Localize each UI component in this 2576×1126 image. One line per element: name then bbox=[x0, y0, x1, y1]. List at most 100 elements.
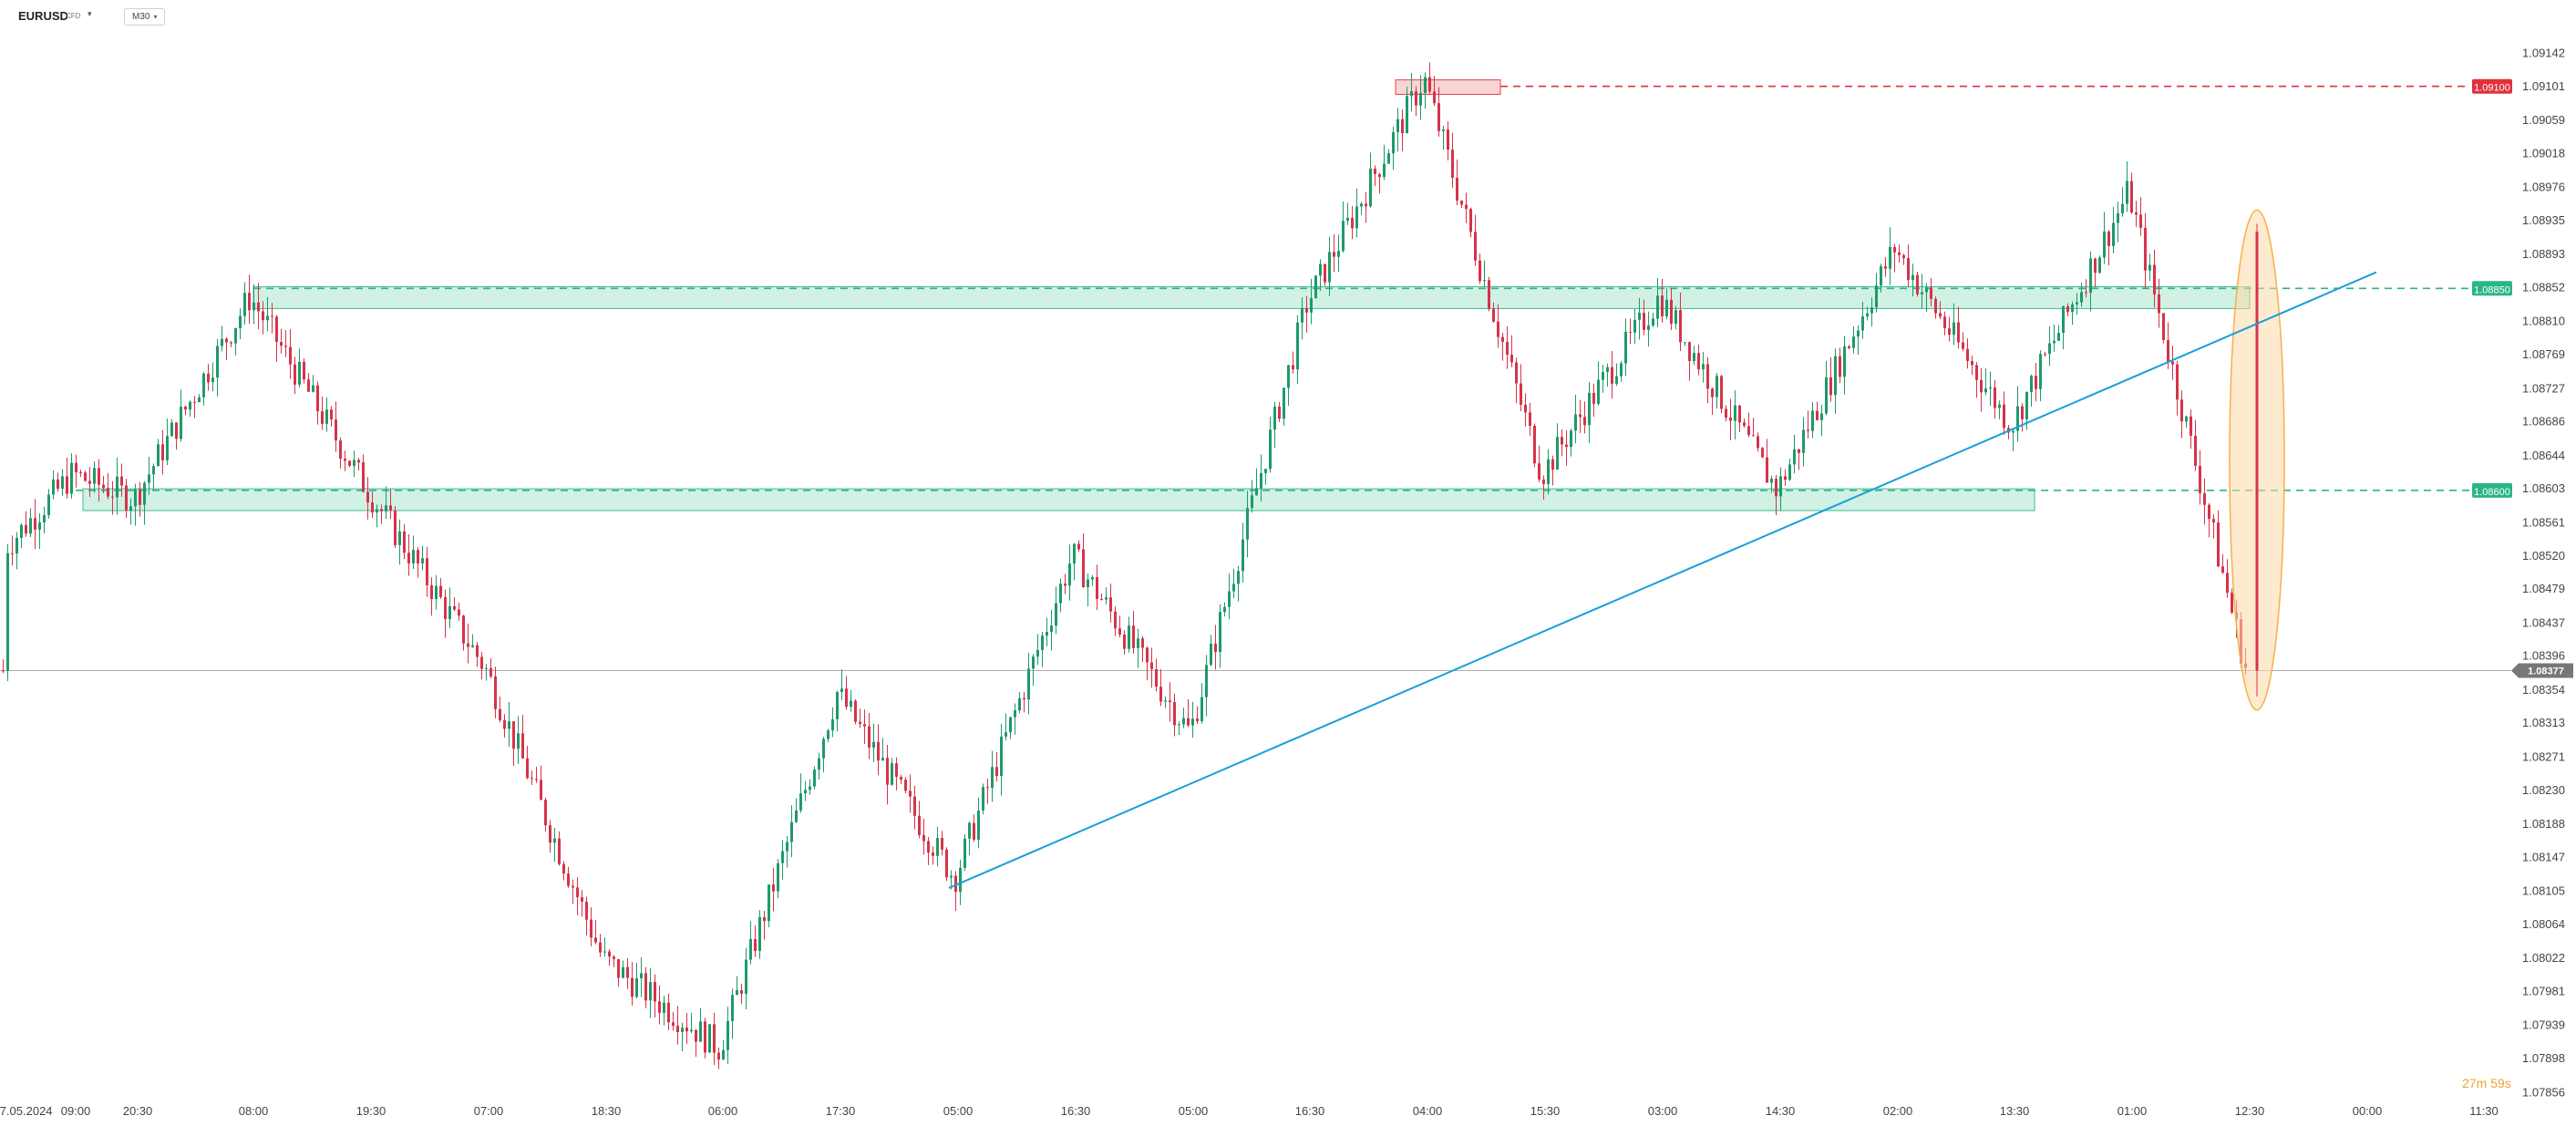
candle-body bbox=[1123, 634, 1126, 649]
candle-body bbox=[1287, 365, 1290, 388]
x-tick-label: 07:00 bbox=[474, 1104, 504, 1118]
candle-body bbox=[2021, 406, 2024, 419]
candle-body bbox=[70, 462, 73, 494]
candle-body bbox=[1155, 668, 1158, 687]
candle-body bbox=[1734, 405, 1736, 421]
candle-body bbox=[786, 842, 788, 852]
candle-body bbox=[1870, 307, 1873, 314]
candle-body bbox=[1939, 313, 1942, 317]
candle-body bbox=[1392, 131, 1395, 154]
candle-body bbox=[1743, 422, 1746, 427]
candle-body bbox=[1096, 576, 1098, 600]
candle-body bbox=[1775, 479, 1777, 497]
candle-body bbox=[480, 656, 483, 669]
candle-body bbox=[462, 615, 465, 644]
level-price-label: 1.09100 bbox=[2474, 83, 2510, 94]
candle-body bbox=[1747, 426, 1750, 436]
candle-body bbox=[1706, 364, 1709, 389]
candle-body bbox=[1957, 322, 1960, 343]
candle-body bbox=[1829, 377, 1832, 396]
candle-body bbox=[1911, 274, 1914, 281]
candle-body bbox=[549, 825, 551, 843]
candle-body bbox=[1720, 376, 1723, 409]
candle-body bbox=[2012, 430, 2014, 433]
candle-body bbox=[731, 995, 734, 1021]
level-price-label: 1.08600 bbox=[2474, 487, 2510, 498]
candle-body bbox=[2066, 305, 2069, 313]
timeframe-selector[interactable]: M30 ▾ bbox=[124, 8, 166, 26]
candle-body bbox=[1898, 252, 1901, 255]
x-tick-label: 20:30 bbox=[123, 1104, 153, 1118]
candle-body bbox=[243, 293, 246, 316]
candle-body bbox=[1998, 404, 2001, 408]
candle-body bbox=[444, 596, 447, 620]
candle-body bbox=[1396, 119, 1399, 132]
candle-body bbox=[330, 409, 333, 420]
y-tick-label: 1.09018 bbox=[2522, 146, 2565, 160]
candle-body bbox=[1365, 203, 1367, 207]
y-tick-label: 1.07856 bbox=[2522, 1085, 2565, 1099]
candle-body bbox=[116, 476, 118, 498]
candle-body bbox=[448, 605, 451, 620]
candle-body bbox=[1834, 356, 1837, 396]
candle-body bbox=[1465, 204, 1468, 210]
candle-body bbox=[553, 838, 556, 843]
candle-body bbox=[1624, 331, 1627, 364]
candle-body bbox=[1674, 310, 1677, 325]
candle-body bbox=[1150, 662, 1153, 669]
candle-body bbox=[900, 777, 902, 780]
candle-body bbox=[2016, 406, 2019, 431]
candle-body bbox=[745, 959, 747, 994]
candle-body bbox=[850, 700, 852, 708]
candle-body bbox=[1105, 597, 1108, 600]
x-tick-label: 17:30 bbox=[826, 1104, 856, 1118]
candle-body bbox=[1916, 274, 1919, 294]
candle-body bbox=[1633, 319, 1636, 333]
candle-body bbox=[389, 505, 392, 511]
candle-body bbox=[1406, 96, 1408, 134]
candle-body bbox=[366, 491, 369, 503]
candle-body bbox=[822, 739, 825, 759]
y-tick-label: 1.08852 bbox=[2522, 281, 2565, 294]
candle-body bbox=[1214, 643, 1217, 653]
candle-body bbox=[316, 385, 319, 412]
candle-body bbox=[1547, 459, 1550, 484]
candle-body bbox=[640, 973, 643, 978]
candle-body bbox=[945, 849, 948, 878]
candle-body bbox=[1652, 318, 1654, 326]
candle-body bbox=[339, 440, 342, 460]
candle-body bbox=[758, 916, 761, 952]
candle-body bbox=[809, 786, 811, 790]
y-tick-label: 1.07939 bbox=[2522, 1018, 2565, 1032]
candle-body bbox=[2044, 354, 2046, 356]
x-tick-label: 19:30 bbox=[356, 1104, 386, 1118]
candle-body bbox=[289, 346, 292, 365]
candle-body bbox=[2158, 294, 2160, 314]
candle-body bbox=[1296, 322, 1299, 370]
candle-body bbox=[1611, 367, 1613, 384]
candle-body bbox=[1561, 437, 1563, 445]
candle-body bbox=[2035, 376, 2037, 389]
symbol-dropdown-icon[interactable]: ▾ bbox=[88, 9, 92, 18]
y-tick-label: 1.08396 bbox=[2522, 649, 2565, 663]
candle-body bbox=[1693, 353, 1695, 361]
candle-body bbox=[799, 793, 802, 811]
candle-body bbox=[517, 733, 520, 749]
x-tick-label: 04:00 bbox=[1413, 1104, 1443, 1118]
candle-body bbox=[1410, 91, 1413, 97]
candle-body bbox=[1506, 341, 1509, 356]
candle-body bbox=[1109, 597, 1112, 612]
candle-body bbox=[763, 916, 766, 922]
candle-body bbox=[430, 584, 433, 599]
symbol-name[interactable]: EURUSD bbox=[18, 9, 68, 23]
y-tick-label: 1.08271 bbox=[2522, 749, 2565, 763]
candle-body bbox=[1009, 717, 1012, 733]
candle-body bbox=[1761, 448, 1764, 458]
candle-body bbox=[695, 1029, 697, 1042]
candle-body bbox=[1989, 387, 1992, 389]
candle-body bbox=[859, 721, 861, 725]
candle-body bbox=[818, 758, 820, 770]
candle-body bbox=[2076, 302, 2078, 305]
candle-body bbox=[1529, 412, 1531, 426]
